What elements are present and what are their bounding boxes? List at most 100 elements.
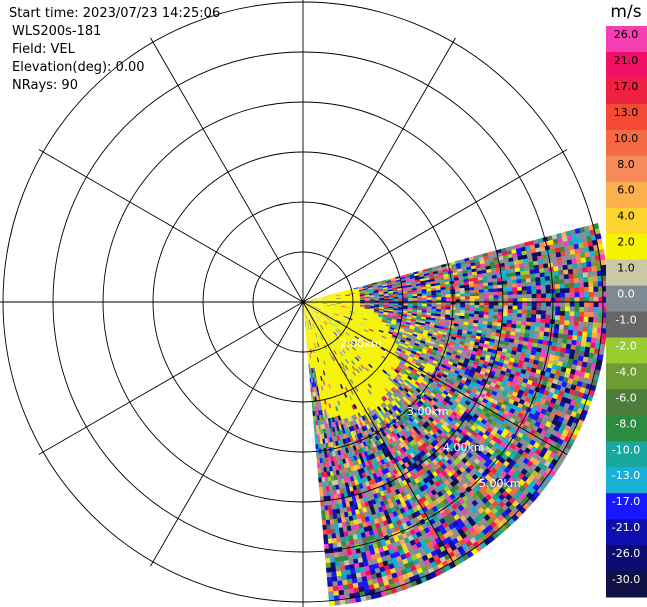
velocity-cell [325,310,331,313]
velocity-cell [496,410,504,417]
velocity-cell [493,342,500,348]
velocity-cell [397,308,404,311]
velocity-cell [426,419,433,425]
velocity-cell [377,367,383,373]
velocity-cell [373,341,379,346]
velocity-cell [476,332,482,337]
velocity-cell [398,465,404,472]
velocity-cell [517,255,524,261]
velocity-cell [442,329,449,333]
velocity-cell [372,284,378,288]
velocity-cell [465,336,472,341]
velocity-cell [567,329,574,336]
velocity-cell [305,305,310,310]
velocity-cell [395,277,401,281]
velocity-cell [318,313,323,317]
velocity-cell [493,291,499,296]
velocity-cell [393,331,399,335]
velocity-cell [392,392,398,399]
velocity-cell [403,344,409,349]
velocity-cell [326,348,330,354]
velocity-cell [378,443,384,450]
velocity-cell [323,321,328,326]
velocity-cell [374,424,380,431]
velocity-cell [375,337,381,342]
velocity-cell [470,265,477,270]
velocity-cell [498,407,506,414]
velocity-cell [549,244,555,250]
velocity-cell [390,277,396,281]
velocity-cell [345,345,351,351]
velocity-cell [305,305,310,310]
velocity-cell [494,423,502,430]
velocity-cell [317,299,323,301]
velocity-cell [426,389,433,395]
velocity-cell [326,295,332,297]
velocity-cell [309,308,314,313]
velocity-cell [550,350,556,356]
velocity-cell [540,289,547,294]
velocity-cell [371,392,377,398]
velocity-cell [462,384,469,390]
velocity-cell [426,295,432,298]
velocity-cell [398,431,404,438]
velocity-cell [577,330,583,337]
velocity-cell [366,342,372,347]
velocity-cell [421,314,427,318]
velocity-cell [404,273,410,277]
velocity-cell [533,264,540,270]
velocity-cell [469,293,475,297]
velocity-cell [433,417,440,424]
velocity-cell [425,445,432,452]
velocity-cell [429,366,435,372]
velocity-cell [326,304,332,306]
velocity-cell [579,386,586,394]
velocity-cell [316,305,322,308]
velocity-cell [569,349,576,356]
velocity-cell [395,325,401,329]
velocity-cell [387,362,393,367]
velocity-cell [459,287,465,292]
velocity-cell [526,366,533,372]
velocity-cell [333,331,338,336]
velocity-cell [365,323,371,327]
velocity-cell [441,415,448,422]
velocity-cell [323,327,328,332]
velocity-cell [522,361,529,367]
velocity-cell [515,328,521,333]
velocity-cell [412,406,419,412]
velocity-cell [347,374,352,380]
velocity-cell [337,347,342,352]
velocity-cell [448,344,455,349]
velocity-cell [310,307,316,311]
velocity-cell [392,386,398,392]
velocity-cell [519,266,526,272]
velocity-cell [372,316,378,320]
velocity-cell [411,313,417,317]
velocity-cell [352,345,358,351]
velocity-cell [427,403,433,410]
velocity-cell [318,319,322,325]
velocity-cell [586,261,592,268]
ppi-plot: 2.00km 3.00km 4.00km 5.00km [0,0,606,607]
velocity-cell [363,312,369,315]
velocity-cell [312,304,317,307]
velocity-cell [308,309,313,314]
velocity-cell [322,315,327,319]
velocity-cell [312,303,318,306]
velocity-cell [498,298,504,303]
velocity-cell [452,331,458,335]
velocity-cell [515,271,521,277]
velocity-cell [592,374,600,382]
velocity-cell [388,290,394,294]
velocity-cell [322,300,328,302]
velocity-cell [341,350,346,355]
velocity-cell [421,395,428,402]
velocity-cell [436,400,442,406]
velocity-cell [490,335,496,340]
velocity-cell [410,427,416,434]
velocity-cell [383,298,390,301]
velocity-cell [353,316,359,319]
velocity-cell [495,267,501,272]
velocity-cell [345,294,351,297]
